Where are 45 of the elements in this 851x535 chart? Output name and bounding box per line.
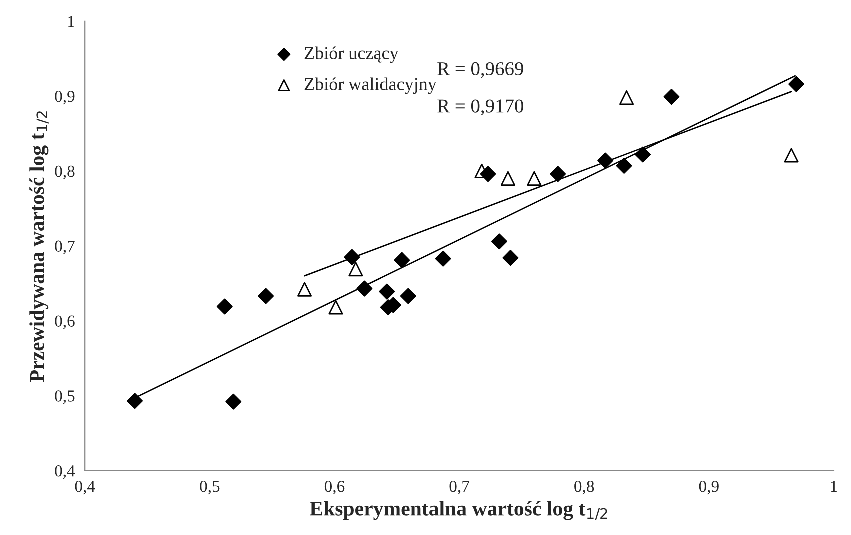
point [226, 394, 242, 410]
annotation: R = 0,9669 [438, 62, 524, 78]
y-tick-label: 0,4 [55, 466, 76, 480]
y-tick-label: 0,6 [55, 316, 75, 330]
y-tick-label: 0,9 [55, 91, 75, 105]
point [492, 234, 508, 250]
point [527, 171, 542, 186]
point [616, 158, 632, 174]
point [348, 262, 364, 277]
y-tick-label: 1 [68, 16, 74, 28]
y-tick-label: 0,7 [55, 240, 75, 254]
point [788, 76, 805, 92]
x-tick-label: 0,8 [574, 481, 594, 495]
x-tick-label: 0,9 [699, 481, 719, 495]
point [127, 393, 144, 410]
x-tick-label: 0,6 [324, 481, 345, 495]
y-tick-label: 0,5 [55, 390, 75, 404]
point [502, 250, 519, 266]
point [620, 90, 634, 106]
x-tick-label: 0,4 [75, 481, 96, 495]
point [635, 146, 651, 163]
annotation: R = 0,9170 [438, 100, 524, 116]
point [664, 89, 680, 106]
x-tick-label: 0,7 [450, 481, 470, 495]
x-tick-label: 1 [831, 481, 838, 492]
point [297, 282, 312, 297]
point [500, 171, 516, 186]
point [344, 249, 360, 266]
point [379, 284, 396, 300]
point [258, 288, 274, 304]
point [550, 166, 566, 182]
y-axis-title: Przewidywana wartość log t$_{1/2}$ [30, 112, 49, 382]
legend-label: Zbiór walidacyjny [304, 78, 437, 94]
point [356, 280, 373, 297]
point [216, 298, 233, 315]
point [598, 152, 614, 169]
point [784, 148, 799, 163]
x-tick-label: 0,5 [200, 481, 220, 495]
y-tick-label: 0,8 [55, 166, 75, 180]
point [328, 300, 344, 315]
point [394, 252, 410, 268]
point [400, 288, 416, 304]
legend-label: Zbiór uczący [304, 46, 399, 64]
point [435, 250, 452, 267]
x-axis-title: Eksperymentalna wartość log t$_{1/2}$ [310, 501, 608, 520]
